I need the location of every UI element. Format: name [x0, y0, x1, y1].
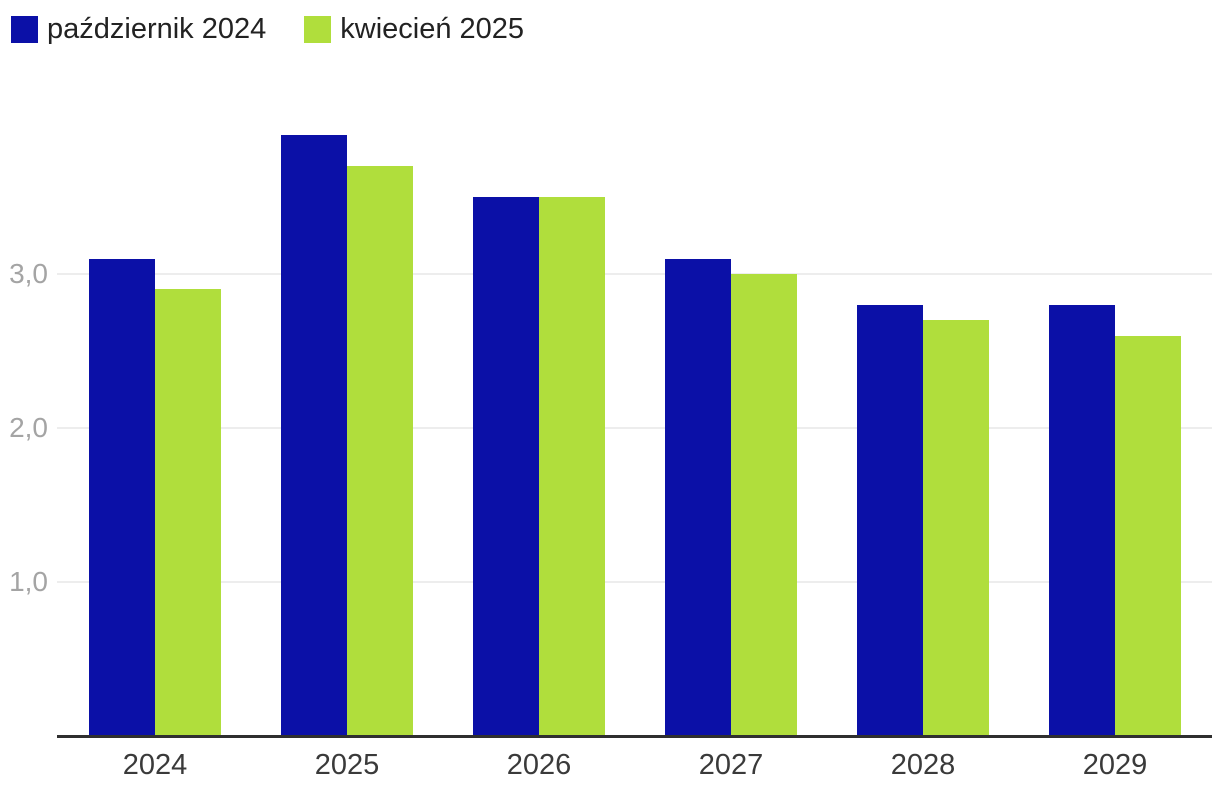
legend-item-pazdziernik-2024: październik 2024	[11, 15, 266, 44]
y-axis-label-3,0: 3,0	[9, 258, 48, 289]
legend: październik 2024 kwiecień 2025	[11, 15, 524, 44]
bar-2028-series-1	[923, 320, 989, 736]
legend-label-pazdziernik-2024: październik 2024	[47, 13, 267, 45]
bar-2024-series-0	[89, 259, 155, 736]
x-axis-label-2028: 2028	[890, 749, 956, 781]
bar-2025-series-0	[281, 135, 347, 736]
y-axis-label-2,0: 2,0	[9, 412, 48, 443]
x-axis-label-2024: 2024	[122, 749, 188, 781]
gridline-1,0	[57, 581, 1212, 583]
bar-2029-series-1	[1115, 336, 1181, 736]
bar-2025-series-1	[347, 166, 413, 736]
x-axis-label-2026: 2026	[506, 749, 572, 781]
legend-item-kwiecien-2025: kwiecień 2025	[304, 15, 524, 44]
legend-swatch-pazdziernik-2024	[11, 16, 38, 43]
x-axis-line	[57, 735, 1212, 738]
bar-2026-series-1	[539, 197, 605, 736]
x-axis-label-2027: 2027	[698, 749, 764, 781]
legend-label-kwiecien-2025: kwiecień 2025	[340, 13, 525, 45]
gridline-3,0	[57, 273, 1212, 275]
x-axis-label-2029: 2029	[1082, 749, 1148, 781]
bar-2026-series-0	[473, 197, 539, 736]
bar-2024-series-1	[155, 289, 221, 736]
x-axis-label-2025: 2025	[314, 749, 380, 781]
bar-2028-series-0	[857, 305, 923, 736]
bar-2027-series-0	[665, 259, 731, 736]
y-axis-label-1,0: 1,0	[9, 566, 48, 597]
bar-2027-series-1	[731, 274, 797, 736]
legend-swatch-kwiecien-2025	[304, 16, 332, 43]
gridline-2,0	[57, 427, 1212, 429]
bar-2029-series-0	[1049, 305, 1115, 736]
